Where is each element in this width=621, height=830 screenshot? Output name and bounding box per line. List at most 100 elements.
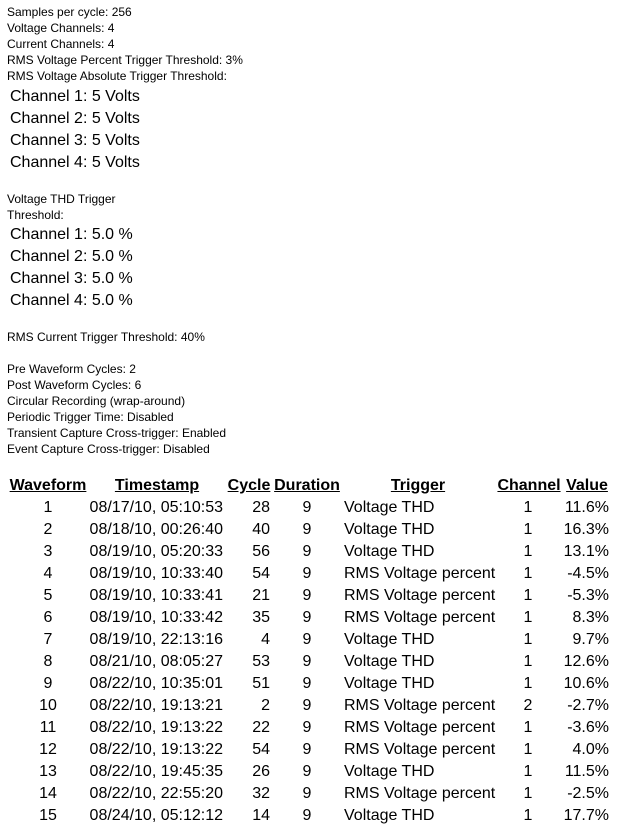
table-cell: 22: [252, 719, 270, 736]
channel-line: Channel 2: 5.0 %: [10, 248, 133, 265]
table-cell: 08/21/10, 08:05:27: [89, 653, 223, 670]
table-cell: 08/19/10, 10:33:40: [89, 565, 223, 582]
table-cell: RMS Voltage percent: [344, 741, 496, 758]
table-cell: 8.3%: [572, 609, 609, 626]
setting-line: Current Channels: 4: [7, 37, 115, 51]
table-cell: RMS Voltage percent: [344, 719, 496, 736]
table-cell: 40: [252, 521, 270, 538]
table-cell: 5: [43, 587, 53, 604]
table-cell: 08/22/10, 19:13:21: [89, 697, 223, 714]
table-cell: 51: [252, 675, 270, 692]
setting-line: Circular Recording (wrap-around): [7, 394, 186, 408]
table-cell: 9: [302, 785, 312, 802]
table-cell: 7: [43, 631, 53, 648]
channel-line: Channel 2: 5 Volts: [10, 110, 140, 127]
table-cell: 08/17/10, 05:10:53: [89, 499, 223, 516]
table-cell: -5.3%: [567, 587, 609, 604]
table-cell: Voltage THD: [344, 675, 435, 692]
table-cell: 53: [252, 653, 270, 670]
table-cell: 9: [302, 697, 312, 714]
table-cell: 08/19/10, 22:13:16: [89, 631, 223, 648]
table-cell: 2: [43, 521, 53, 538]
table-cell: 6: [43, 609, 53, 626]
table-cell: 1: [43, 499, 53, 516]
setting-line: Threshold:: [7, 208, 64, 222]
table-cell: 56: [252, 543, 270, 560]
table-cell: RMS Voltage percent: [344, 565, 496, 582]
table-cell: 9: [302, 763, 312, 780]
table-cell: 9: [302, 675, 312, 692]
setting-line: RMS Current Trigger Threshold: 40%: [7, 330, 205, 344]
setting-line: Periodic Trigger Time: Disabled: [7, 410, 174, 424]
table-cell: -2.7%: [567, 697, 609, 714]
channel-line: Channel 1: 5 Volts: [10, 88, 140, 105]
table-cell: Voltage THD: [344, 653, 435, 670]
table-cell: 1: [523, 631, 533, 648]
table-cell: 9.7%: [572, 631, 609, 648]
table-cell: 08/22/10, 19:13:22: [89, 719, 223, 736]
table-cell: 1: [523, 719, 533, 736]
table-cell: 13.1%: [563, 543, 609, 560]
setting-line: Post Waveform Cycles: 6: [7, 378, 142, 392]
setting-line: RMS Voltage Percent Trigger Threshold: 3…: [7, 53, 243, 67]
table-cell: 9: [302, 653, 312, 670]
table-cell: 26: [252, 763, 270, 780]
table-cell: 08/19/10, 05:20:33: [89, 543, 223, 560]
column-header: Timestamp: [114, 477, 200, 494]
table-cell: -4.5%: [567, 565, 609, 582]
table-cell: 9: [302, 631, 312, 648]
setting-line: RMS Voltage Absolute Trigger Threshold:: [7, 69, 227, 83]
table-cell: 54: [252, 565, 270, 582]
table-cell: 1: [523, 807, 533, 824]
table-cell: RMS Voltage percent: [344, 587, 496, 604]
table-cell: Voltage THD: [344, 631, 435, 648]
table-cell: -3.6%: [567, 719, 609, 736]
table-cell: 08/22/10, 19:45:35: [89, 763, 223, 780]
table-cell: RMS Voltage percent: [344, 785, 496, 802]
setting-line: Pre Waveform Cycles: 2: [7, 362, 136, 376]
table-cell: 11.5%: [564, 763, 609, 780]
table-cell: 08/19/10, 10:33:42: [89, 609, 223, 626]
table-cell: 9: [43, 675, 53, 692]
column-header: Value: [566, 477, 608, 494]
table-cell: 9: [302, 609, 312, 626]
table-cell: 08/19/10, 10:33:41: [89, 587, 223, 604]
setting-line: Event Capture Cross-trigger: Disabled: [7, 442, 210, 456]
table-cell: 1: [523, 785, 533, 802]
table-cell: 10: [39, 697, 57, 714]
table-cell: RMS Voltage percent: [344, 609, 496, 626]
table-cell: 3: [43, 543, 53, 560]
table-cell: 17.7%: [563, 807, 609, 824]
table-cell: 2: [523, 697, 533, 714]
table-cell: 1: [523, 587, 533, 604]
column-header: Cycle: [227, 477, 271, 494]
table-cell: 9: [302, 565, 312, 582]
table-cell: 11.6%: [564, 499, 609, 516]
table-cell: 54: [252, 741, 270, 758]
channel-line: Channel 4: 5.0 %: [10, 292, 133, 309]
table-cell: 32: [252, 785, 270, 802]
table-cell: 9: [302, 543, 312, 560]
setting-line: Voltage THD Trigger: [7, 192, 116, 206]
table-cell: -2.5%: [567, 785, 609, 802]
table-cell: Voltage THD: [344, 543, 435, 560]
column-header: Waveform: [9, 477, 87, 494]
table-cell: 35: [252, 609, 270, 626]
table-cell: 08/18/10, 00:26:40: [89, 521, 223, 538]
channel-line: Channel 4: 5 Volts: [10, 154, 140, 171]
table-cell: 14: [39, 785, 57, 802]
table-cell: 28: [252, 499, 270, 516]
table-cell: 08/24/10, 05:12:12: [89, 807, 223, 824]
table-cell: Voltage THD: [344, 763, 435, 780]
table-cell: 9: [302, 521, 312, 538]
table-cell: 9: [302, 741, 312, 758]
table-cell: 08/22/10, 10:35:01: [89, 675, 223, 692]
setting-line: Transient Capture Cross-trigger: Enabled: [7, 426, 226, 440]
table-cell: 1: [523, 741, 533, 758]
table-cell: 10.6%: [563, 675, 609, 692]
table-cell: Voltage THD: [344, 521, 435, 538]
table-cell: 12.6%: [563, 653, 609, 670]
table-cell: 9: [302, 807, 312, 824]
table-cell: 8: [43, 653, 53, 670]
